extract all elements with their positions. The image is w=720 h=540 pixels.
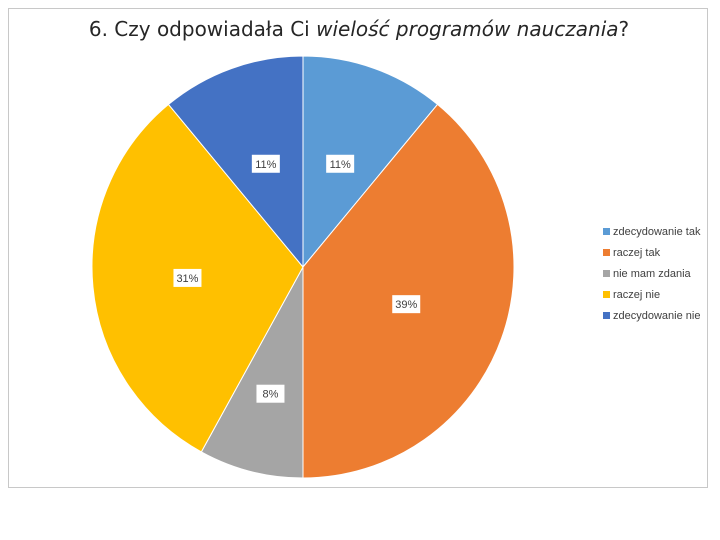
chart-title-emphasis: wielość programów nauczania — [316, 17, 619, 41]
legend-item-raczej-tak: raczej tak — [603, 242, 700, 263]
chart-frame: 6. Czy odpowiadała Ci wielość programów … — [8, 8, 708, 488]
pie-slice-nie-mam-zdania — [200, 266, 304, 479]
pie-slice-zdecydowanie-nie — [167, 55, 304, 269]
legend-item-raczej-nie: raczej nie — [603, 284, 700, 305]
legend-item-zdecydowanie-nie: zdecydowanie nie — [603, 305, 700, 326]
data-label-nie-mam-zdania: 8% — [256, 384, 285, 403]
legend-label: raczej tak — [613, 246, 661, 259]
legend-swatch — [603, 270, 610, 277]
svg-text:39%: 39% — [395, 299, 417, 311]
chart-title-suffix: ? — [618, 17, 630, 41]
pie-chart: 11% 39% 8% 31% 11% — [91, 55, 515, 479]
legend-swatch — [603, 312, 610, 319]
chart-title-prefix: 6. Czy odpowiadała Ci — [88, 17, 317, 41]
legend-item-zdecydowanie-tak: zdecydowanie tak — [603, 221, 700, 242]
chart-legend: zdecydowanie tak raczej tak nie mam zdania… — [603, 221, 700, 326]
data-label-zdecydowanie-tak: 11% — [326, 154, 355, 173]
legend-label: nie mam zdania — [613, 267, 691, 280]
pie-slice-zdecydowanie-tak — [302, 55, 439, 269]
data-label-zdecydowanie-nie: 11% — [251, 154, 280, 173]
chart-title: 6. Czy odpowiadała Ci wielość programów … — [9, 17, 709, 41]
legend-swatch — [603, 291, 610, 298]
legend-swatch — [603, 249, 610, 256]
data-label-raczej-nie: 31% — [173, 268, 202, 287]
legend-swatch — [603, 228, 610, 235]
data-label-raczej-tak: 39% — [392, 295, 421, 314]
svg-text:11%: 11% — [330, 159, 351, 171]
legend-label: zdecydowanie tak — [613, 225, 701, 238]
legend-label: raczej nie — [613, 288, 661, 301]
legend-item-nie-mam-zdania: nie mam zdania — [603, 263, 700, 284]
svg-text:8%: 8% — [263, 389, 279, 401]
pie-slice-raczej-tak — [302, 103, 515, 479]
svg-text:11%: 11% — [255, 159, 276, 171]
svg-text:31%: 31% — [176, 273, 198, 285]
legend-label: zdecydowanie nie — [613, 309, 701, 322]
